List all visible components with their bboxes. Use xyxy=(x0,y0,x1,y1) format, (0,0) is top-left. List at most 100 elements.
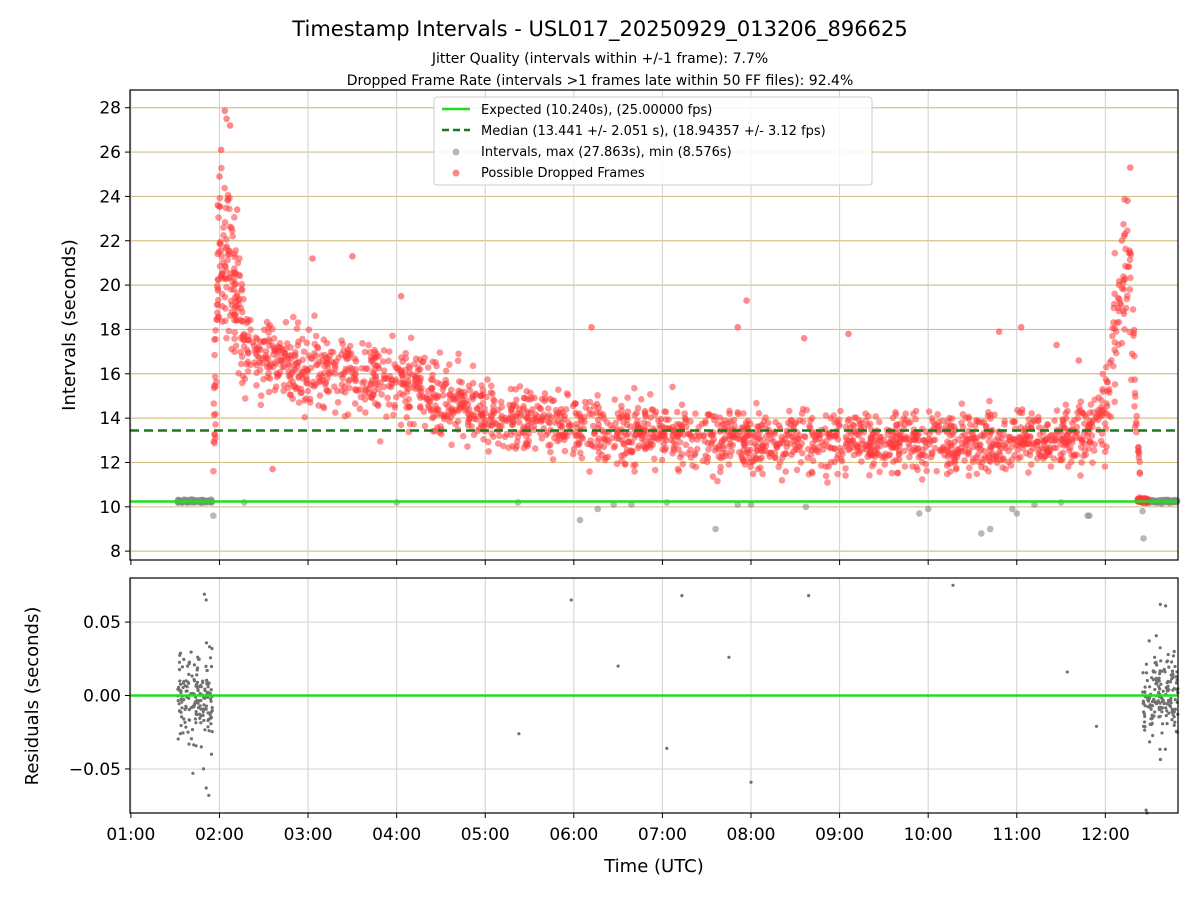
dropped-frame-point-995 xyxy=(1127,274,1134,282)
residual-point-157 xyxy=(198,716,202,720)
dropped-frame-point-1978 xyxy=(625,438,633,446)
dropped-frame-point-1519 xyxy=(244,349,252,356)
dropped-frame-point-2288 xyxy=(806,422,813,430)
dropped-frame-point-2102 xyxy=(570,445,578,453)
dropped-frame-point-1040 xyxy=(229,227,236,235)
dropped-frame-point-1009 xyxy=(655,417,662,425)
dropped-frame-point-1944 xyxy=(266,342,273,349)
dropped-frame-point-1972 xyxy=(1133,421,1140,428)
dropped-frame-point-1462 xyxy=(221,293,229,301)
residual-point-285 xyxy=(1160,731,1164,735)
dropped-frame-point-364 xyxy=(1133,412,1140,420)
dropped-frame-point-2300 xyxy=(223,115,230,123)
dropped-frame-point-2043 xyxy=(244,337,252,344)
x-tick-label-12:00: 12:00 xyxy=(1081,825,1130,845)
dropped-frame-point-37 xyxy=(334,399,342,406)
dropped-frame-point-1732 xyxy=(596,442,604,449)
dropped-frame-point-2248 xyxy=(638,435,646,443)
dropped-frame-point-1814 xyxy=(864,422,872,429)
residual-point-134 xyxy=(177,660,182,664)
dropped-frame-point-1712 xyxy=(586,468,593,475)
dropped-frame-point-1493 xyxy=(973,470,981,478)
dropped-frame-point-1515 xyxy=(771,454,779,461)
dropped-frame-point-2045 xyxy=(411,381,418,389)
dropped-frame-point-2312 xyxy=(845,330,852,338)
residual-point-354 xyxy=(951,583,955,587)
dropped-frame-point-1538 xyxy=(872,413,880,420)
dropped-frame-point-860 xyxy=(497,398,505,406)
interval-point-295 xyxy=(978,530,985,537)
top-panel-frame xyxy=(129,89,1179,561)
residual-point-102 xyxy=(195,668,199,672)
dropped-frame-point-2133 xyxy=(1014,446,1022,454)
dropped-frame-point-1963 xyxy=(734,410,742,418)
dropped-frame-point-1248 xyxy=(468,423,475,430)
dropped-frame-point-519 xyxy=(1103,400,1110,407)
dropped-frame-point-2314 xyxy=(1017,323,1025,331)
dropped-frame-point-47 xyxy=(1103,363,1110,371)
residual-point-329 xyxy=(1173,698,1177,702)
dropped-frame-point-1924 xyxy=(914,466,921,474)
dropped-frame-point-1551 xyxy=(1014,406,1021,414)
dropped-frame-point-2033 xyxy=(1108,357,1115,364)
residual-point-71 xyxy=(209,688,213,692)
dropped-frame-point-2232 xyxy=(881,454,889,462)
dropped-frame-point-564 xyxy=(359,340,366,347)
dropped-frame-point-2221 xyxy=(364,365,371,373)
dropped-frame-point-1588 xyxy=(271,359,279,366)
dropped-frame-point-2274 xyxy=(1135,454,1143,461)
residual-point-234 xyxy=(1141,699,1145,703)
dropped-frame-point-1973 xyxy=(741,434,748,442)
dropped-frame-point-1891 xyxy=(783,431,790,438)
dropped-frame-point-1385 xyxy=(265,388,273,396)
residual-point-37 xyxy=(192,743,196,747)
residual-point-255 xyxy=(1142,720,1147,724)
dropped-frame-point-1646 xyxy=(525,430,533,437)
bottom-panel-ylabel: Residuals (seconds) xyxy=(22,607,43,786)
dropped-frame-point-574 xyxy=(257,401,265,409)
dropped-frame-point-839 xyxy=(436,349,444,356)
residual-point-190 xyxy=(1158,672,1162,676)
dropped-frame-point-1873 xyxy=(782,468,789,475)
residual-point-21 xyxy=(209,697,213,701)
dropped-frame-point-1656 xyxy=(412,355,420,363)
x-tick-label-04:00: 04:00 xyxy=(372,825,421,845)
residual-point-357 xyxy=(1144,808,1148,812)
residual-point-348 xyxy=(616,664,620,668)
residual-point-76 xyxy=(209,722,213,726)
residual-point-142 xyxy=(210,706,214,710)
residual-point-53 xyxy=(204,704,208,708)
dropped-frame-point-725 xyxy=(747,463,754,471)
residual-point-261 xyxy=(1141,690,1145,694)
residual-point-29 xyxy=(178,679,182,683)
residual-point-18 xyxy=(206,725,210,729)
dropped-frame-point-1738 xyxy=(488,382,495,390)
dropped-frame-point-1763 xyxy=(595,435,603,442)
dropped-frame-point-1024 xyxy=(907,419,914,426)
dropped-frame-point-1267 xyxy=(406,420,414,428)
dropped-frame-point-1075 xyxy=(973,417,980,424)
residual-point-352 xyxy=(749,780,753,784)
dropped-frame-point-687 xyxy=(1051,417,1058,424)
x-tick-label-09:00: 09:00 xyxy=(815,825,864,845)
dropped-frame-point-2006 xyxy=(790,423,797,430)
residual-point-25 xyxy=(180,700,184,704)
dropped-frame-point-1428 xyxy=(217,273,225,280)
dropped-frame-point-2160 xyxy=(230,275,238,283)
dropped-frame-point-2028 xyxy=(909,463,916,470)
interval-point-304 xyxy=(1140,535,1147,542)
dropped-frame-point-1191 xyxy=(831,458,838,466)
chart-subtitle-jitter: Jitter Quality (intervals within +/-1 fr… xyxy=(431,51,768,67)
dropped-frame-point-2235 xyxy=(985,409,992,416)
dropped-frame-point-1211 xyxy=(947,468,954,475)
residual-point-263 xyxy=(1157,676,1161,680)
residual-point-148 xyxy=(189,737,193,741)
residual-point-347 xyxy=(569,598,573,602)
dropped-frame-point-962 xyxy=(928,415,936,422)
dropped-frame-point-2177 xyxy=(231,281,238,288)
dropped-frame-point-1291 xyxy=(356,405,364,413)
dropped-frame-point-1667 xyxy=(647,430,655,438)
residual-point-117 xyxy=(201,710,205,714)
dropped-frame-point-2109 xyxy=(951,459,958,466)
dropped-frame-point-1648 xyxy=(816,434,823,442)
